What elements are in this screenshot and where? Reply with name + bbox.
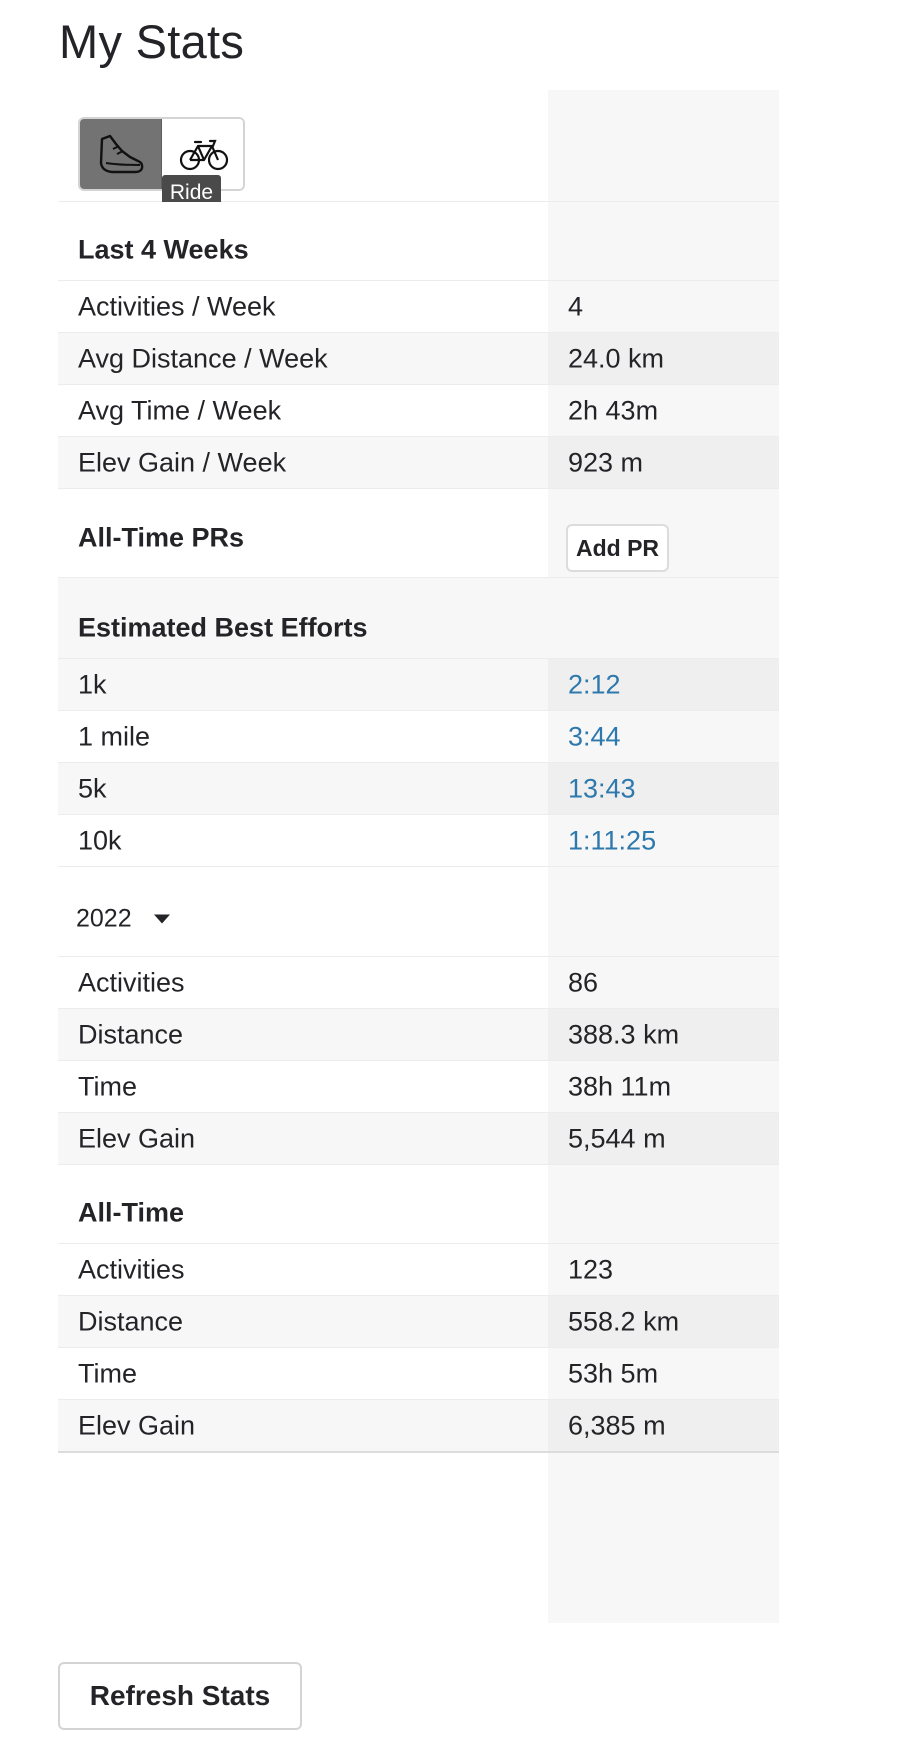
- stat-label: Activities: [78, 967, 185, 997]
- stat-row: Distance 388.3 km: [58, 1009, 779, 1061]
- stat-label: Time: [78, 1358, 137, 1388]
- stat-label: Elev Gain: [78, 1410, 196, 1440]
- stat-row: Time 53h 5m: [58, 1348, 779, 1400]
- page-title: My Stats: [59, 15, 245, 68]
- stat-row: Time 38h 11m: [58, 1061, 779, 1113]
- stat-row: Activities 123: [58, 1244, 779, 1296]
- best-effort-link[interactable]: 13:43: [568, 773, 636, 803]
- stat-label: Activities / Week: [78, 291, 276, 321]
- stat-row: Elev Gain 5,544 m: [58, 1113, 779, 1165]
- stat-label: Avg Distance / Week: [78, 343, 328, 373]
- section-title: Last 4 Weeks: [78, 234, 249, 265]
- stat-row: Elev Gain / Week 923 m: [58, 437, 779, 489]
- stat-label: 1k: [78, 669, 107, 699]
- stat-row: Activities 86: [58, 957, 779, 1009]
- year-dropdown[interactable]: 2022: [76, 904, 170, 933]
- stat-row: Activities / Week 4: [58, 281, 779, 333]
- section-title: All-Time: [78, 1197, 185, 1228]
- section-heading-last-4-weeks: Last 4 Weeks: [58, 202, 779, 281]
- section-heading-all-time-prs: All-Time PRs Add PR: [58, 489, 779, 578]
- stat-value: 6,385 m: [568, 1410, 666, 1440]
- stats-panel: Ride Last 4 Weeks Activities / Week 4 Av…: [58, 90, 779, 1623]
- stat-label: Distance: [78, 1306, 184, 1336]
- stat-value: 24.0 km: [568, 343, 665, 373]
- section-title: All-Time PRs: [78, 522, 245, 553]
- stat-label: 1 mile: [78, 721, 151, 751]
- best-effort-row: 10k 1:11:25: [58, 815, 779, 867]
- stat-value: 38h 11m: [568, 1071, 672, 1101]
- add-pr-button[interactable]: Add PR: [566, 524, 669, 572]
- section-title: Estimated Best Efforts: [78, 612, 368, 643]
- stat-value: 388.3 km: [568, 1019, 680, 1049]
- stat-value: 86: [568, 967, 599, 997]
- section-heading-all-time: All-Time: [58, 1165, 779, 1244]
- stat-row: Avg Time / Week 2h 43m: [58, 385, 779, 437]
- best-effort-row: 1k 2:12: [58, 659, 779, 711]
- best-effort-link[interactable]: 3:44: [568, 721, 621, 751]
- running-shoe-icon: [99, 134, 143, 174]
- run-toggle-button[interactable]: [80, 119, 162, 189]
- stat-value: 123: [568, 1254, 614, 1284]
- best-effort-link[interactable]: 2:12: [568, 669, 621, 699]
- stat-value: 923 m: [568, 447, 644, 477]
- stat-label: Elev Gain: [78, 1123, 196, 1153]
- stat-label: 10k: [78, 825, 122, 855]
- stat-label: Time: [78, 1071, 137, 1101]
- chevron-down-icon: [153, 914, 170, 924]
- stat-label: Elev Gain / Week: [78, 447, 287, 477]
- stat-value: 53h 5m: [568, 1358, 659, 1388]
- best-effort-link[interactable]: 1:11:25: [568, 825, 657, 855]
- stat-value: 4: [568, 291, 584, 321]
- year-dropdown-value: 2022: [76, 904, 132, 933]
- section-heading-best-efforts: Estimated Best Efforts: [58, 578, 779, 659]
- stat-label: Avg Time / Week: [78, 395, 282, 425]
- stat-value: 5,544 m: [568, 1123, 666, 1153]
- best-effort-row: 5k 13:43: [58, 763, 779, 815]
- stat-row: Avg Distance / Week 24.0 km: [58, 333, 779, 385]
- stat-label: 5k: [78, 773, 107, 803]
- best-effort-row: 1 mile 3:44: [58, 711, 779, 763]
- stat-value: 558.2 km: [568, 1306, 680, 1336]
- bicycle-icon: [179, 139, 229, 171]
- sport-toggle-row: Ride: [58, 90, 779, 211]
- refresh-stats-button[interactable]: Refresh Stats: [58, 1662, 302, 1730]
- stat-label: Activities: [78, 1254, 185, 1284]
- year-selector-row: 2022: [58, 867, 779, 957]
- stat-label: Distance: [78, 1019, 184, 1049]
- stat-value: 2h 43m: [568, 395, 659, 425]
- stat-row: Elev Gain 6,385 m: [58, 1400, 779, 1453]
- stat-row: Distance 558.2 km: [58, 1296, 779, 1348]
